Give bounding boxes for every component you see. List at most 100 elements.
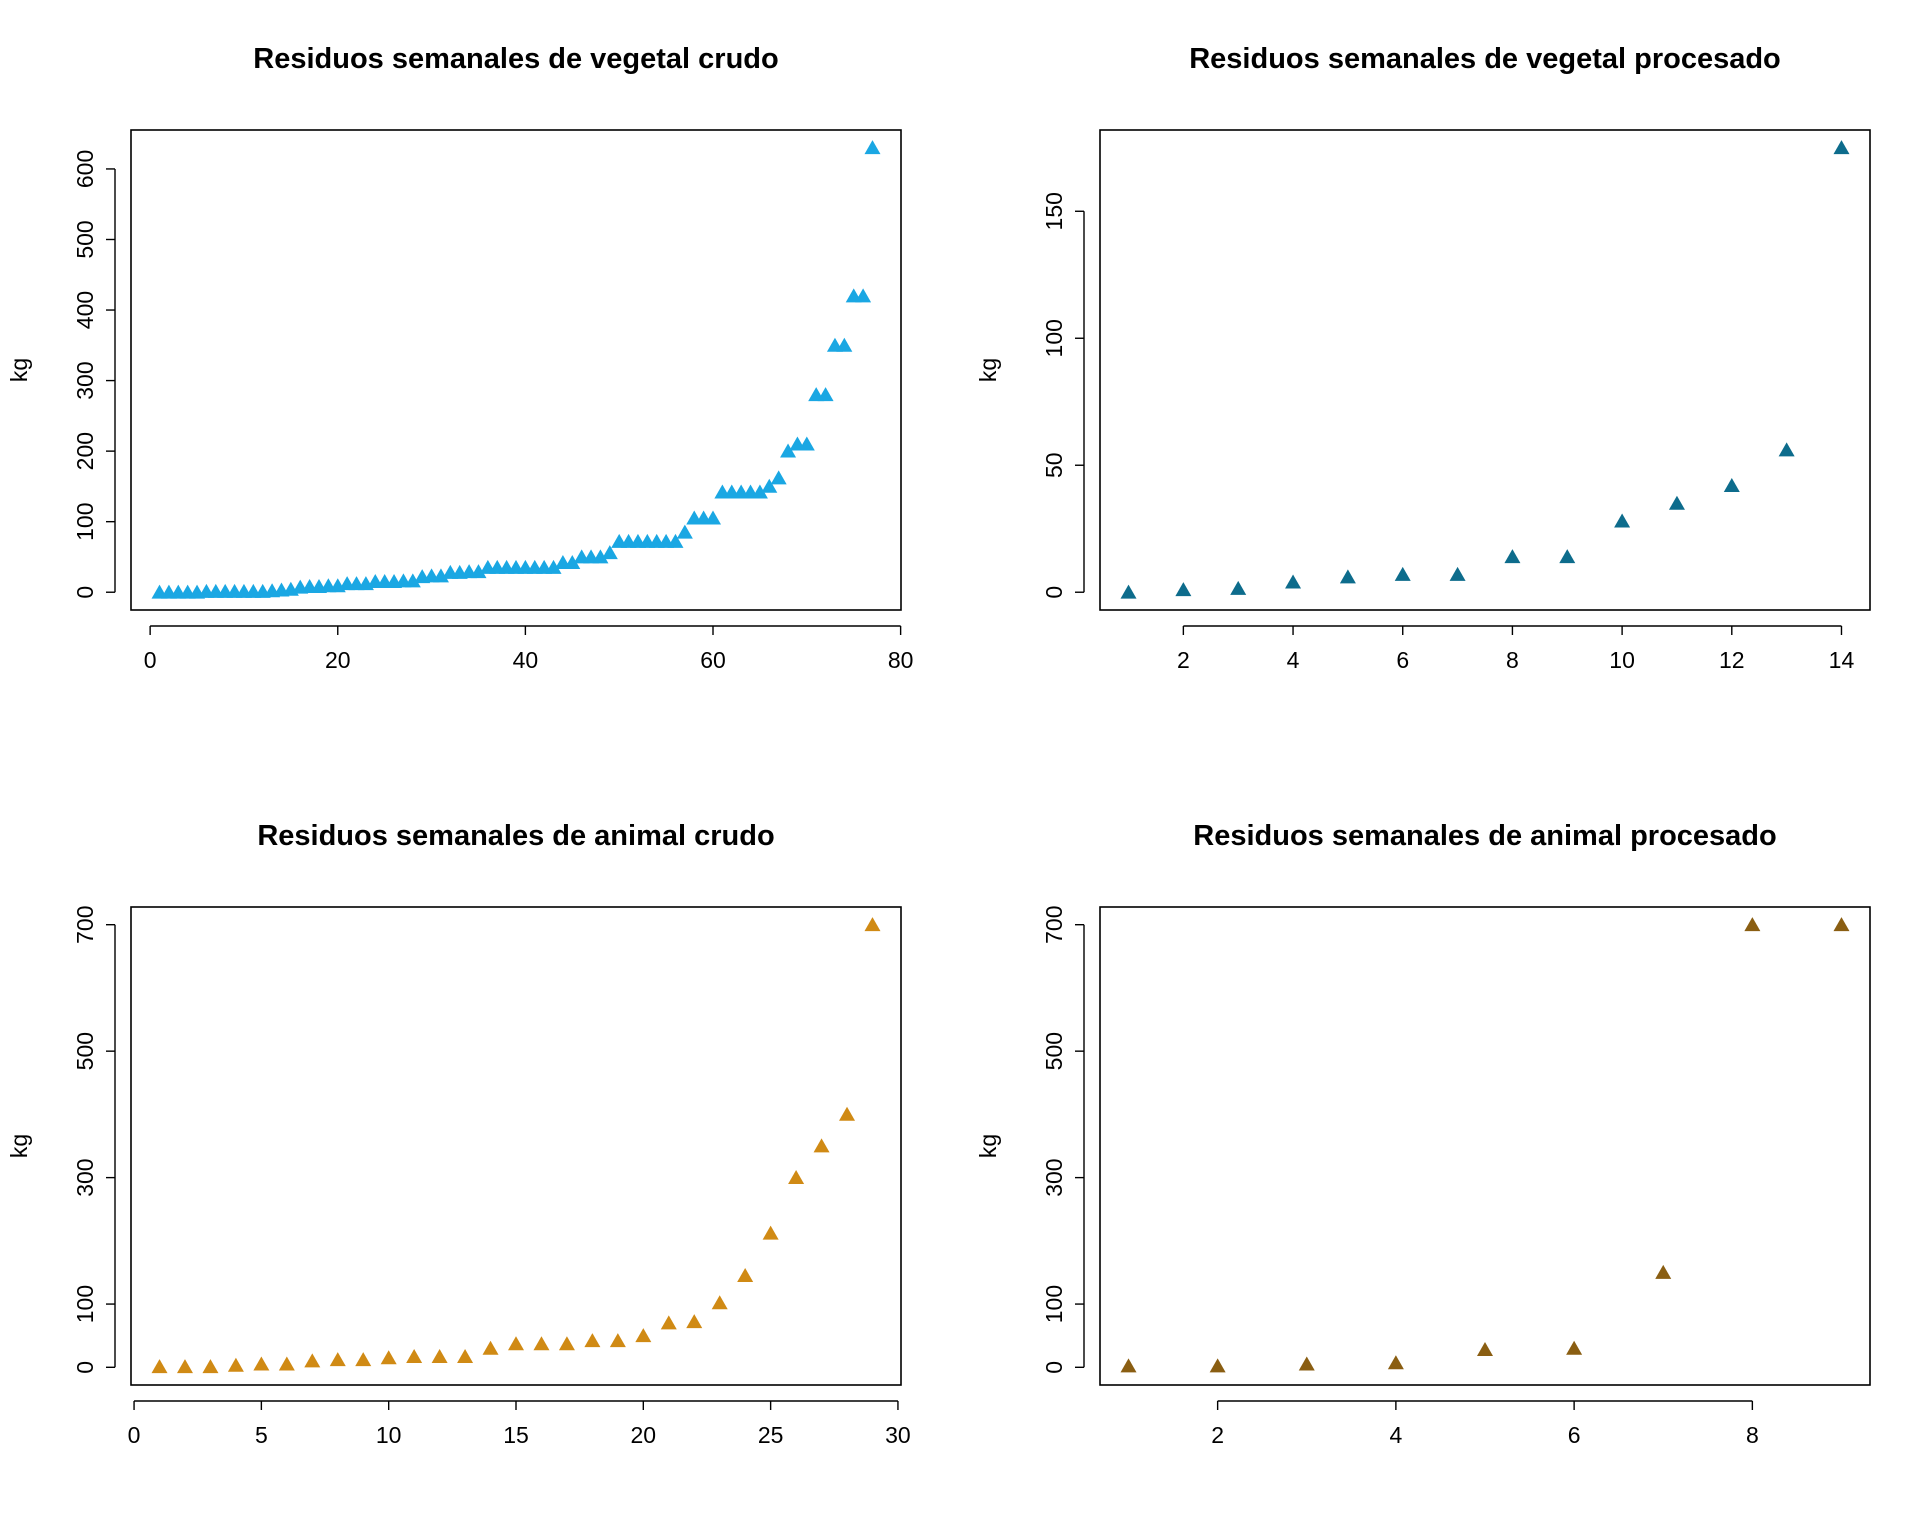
- point: [864, 140, 881, 155]
- point: [1120, 1358, 1137, 1373]
- point: [278, 1356, 295, 1371]
- point: [1175, 582, 1192, 597]
- chart-title: Residuos semanales de animal procesado: [1193, 820, 1776, 852]
- plot-frame: [1099, 906, 1871, 1386]
- point: [737, 1268, 754, 1283]
- point: [751, 484, 768, 499]
- y-tick-label: 100: [1041, 1285, 1067, 1323]
- y-tick-label: 0: [1041, 1361, 1067, 1374]
- point: [1298, 1356, 1315, 1371]
- point: [584, 1333, 601, 1348]
- x-tick-label: 8: [1506, 647, 1519, 673]
- point: [761, 478, 778, 493]
- y-tick-label: 600: [72, 150, 98, 188]
- point: [355, 1352, 372, 1367]
- x-tick-label: 20: [325, 647, 351, 673]
- x-tick-label: 2: [1177, 647, 1190, 673]
- y-tick-label: 0: [1041, 586, 1067, 599]
- y-tick-label: 100: [1041, 319, 1067, 357]
- point: [1833, 140, 1850, 155]
- chart-title: Residuos semanales de vegetal crudo: [253, 43, 778, 75]
- y-tick-label: 50: [1041, 452, 1067, 478]
- point: [329, 1352, 346, 1367]
- y-tick-label: 700: [1041, 906, 1067, 944]
- point: [564, 554, 581, 569]
- x-tick-label: 10: [376, 1422, 402, 1448]
- point: [1559, 549, 1576, 564]
- point: [1449, 566, 1466, 581]
- y-tick-label: 150: [1041, 192, 1067, 230]
- point: [406, 1348, 423, 1363]
- y-axis-label: kg: [6, 1134, 32, 1158]
- point: [1394, 566, 1411, 581]
- chart-title: Residuos semanales de vegetal procesado: [1189, 43, 1781, 75]
- point: [676, 524, 693, 539]
- point: [839, 1106, 856, 1121]
- point: [253, 1356, 270, 1371]
- point: [1614, 513, 1631, 528]
- point: [711, 1295, 728, 1310]
- point: [601, 545, 618, 560]
- point: [762, 1225, 779, 1240]
- x-tick-label: 15: [503, 1422, 529, 1448]
- point: [686, 1314, 703, 1329]
- y-tick-label: 0: [72, 586, 98, 599]
- x-tick-label: 4: [1389, 1422, 1402, 1448]
- point: [227, 1357, 244, 1372]
- point: [457, 1348, 474, 1363]
- plot-frame: [130, 129, 902, 611]
- y-tick-label: 500: [1041, 1032, 1067, 1070]
- x-tick-label: 0: [128, 1422, 141, 1448]
- point: [404, 573, 421, 588]
- point: [470, 564, 487, 579]
- x-tick-label: 6: [1396, 647, 1409, 673]
- x-tick-label: 40: [513, 647, 539, 673]
- x-tick-label: 12: [1719, 647, 1745, 673]
- x-tick-label: 80: [888, 647, 914, 673]
- point: [667, 533, 684, 548]
- x-tick-label: 2: [1211, 1422, 1224, 1448]
- plot-frame: [1099, 129, 1871, 611]
- point: [705, 510, 722, 525]
- point: [817, 387, 834, 402]
- point: [770, 470, 787, 485]
- point: [1668, 495, 1685, 510]
- x-tick-label: 14: [1829, 647, 1855, 673]
- point: [304, 1353, 321, 1368]
- point: [635, 1328, 652, 1343]
- point: [482, 1340, 499, 1355]
- point: [545, 559, 562, 574]
- point: [151, 1359, 168, 1374]
- y-tick-label: 700: [72, 906, 98, 944]
- point: [1285, 574, 1302, 589]
- point: [660, 1315, 677, 1330]
- x-tick-label: 6: [1568, 1422, 1581, 1448]
- point: [788, 1170, 805, 1185]
- point: [1566, 1340, 1583, 1355]
- x-tick-label: 60: [700, 647, 726, 673]
- point: [592, 549, 609, 564]
- y-tick-label: 300: [1041, 1158, 1067, 1196]
- point: [1120, 584, 1137, 599]
- point: [431, 1348, 448, 1363]
- point: [1655, 1264, 1672, 1279]
- point: [508, 1336, 524, 1351]
- point: [798, 436, 815, 451]
- point: [380, 1350, 397, 1365]
- y-tick-label: 300: [72, 1158, 98, 1196]
- point: [202, 1359, 219, 1374]
- y-axis-label: kg: [6, 358, 32, 382]
- point: [609, 1333, 626, 1348]
- x-tick-label: 30: [885, 1422, 911, 1448]
- chart-title: Residuos semanales de animal crudo: [257, 820, 774, 852]
- y-tick-label: 500: [72, 1032, 98, 1070]
- x-tick-label: 5: [255, 1422, 268, 1448]
- x-tick-label: 20: [631, 1422, 657, 1448]
- y-tick-label: 0: [72, 1361, 98, 1374]
- y-axis-label: kg: [975, 1134, 1001, 1158]
- point: [1504, 549, 1521, 564]
- plot-frame: [130, 906, 902, 1386]
- y-tick-label: 100: [72, 1285, 98, 1323]
- y-tick-label: 300: [72, 361, 98, 399]
- y-tick-label: 400: [72, 291, 98, 329]
